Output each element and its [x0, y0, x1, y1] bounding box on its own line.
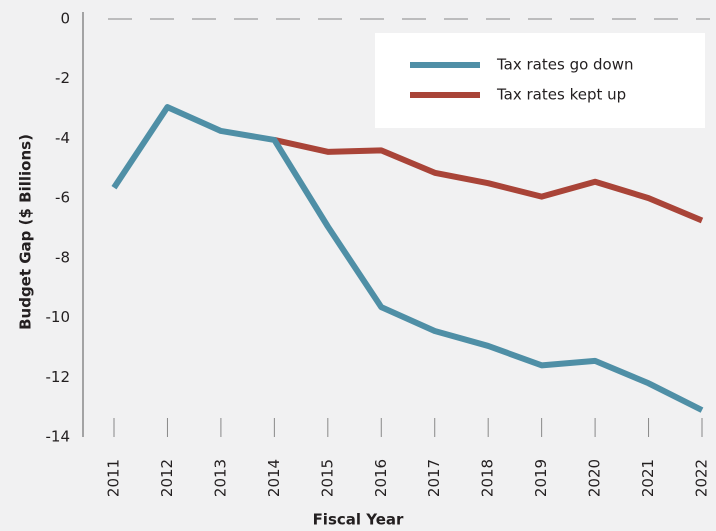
y-tick-label: -8 [55, 248, 70, 266]
x-tick-label: 2018 [479, 459, 497, 497]
legend-box [375, 33, 705, 128]
y-tick-label: -2 [55, 69, 70, 87]
y-tick-label: -14 [46, 428, 71, 446]
x-tick-label: 2020 [586, 459, 604, 497]
legend-label: Tax rates kept up [496, 86, 626, 104]
y-tick-label: -6 [55, 189, 70, 207]
x-tick-label: 2015 [318, 459, 336, 497]
y-tick-label: -12 [46, 368, 71, 386]
x-tick-label: 2016 [372, 459, 390, 497]
y-tick-label: -4 [55, 129, 70, 147]
x-axis-title: Fiscal Year [313, 511, 404, 529]
x-tick-label: 2011 [105, 459, 123, 497]
x-tick-label: 2022 [693, 459, 711, 497]
x-tick-label: 2017 [425, 459, 443, 497]
x-tick-label: 2014 [265, 459, 283, 497]
x-tick-label: 2021 [639, 459, 657, 497]
x-tick-label: 2019 [532, 459, 550, 497]
y-axis-title: Budget Gap ($ Billions) [17, 134, 35, 330]
x-tick-label: 2013 [211, 459, 229, 497]
y-tick-label: -10 [46, 308, 71, 326]
x-tick-label: 2012 [158, 459, 176, 497]
legend-label: Tax rates go down [496, 56, 634, 74]
line-series [111, 104, 704, 413]
y-tick-label: 0 [60, 10, 70, 28]
line-series [273, 136, 704, 224]
